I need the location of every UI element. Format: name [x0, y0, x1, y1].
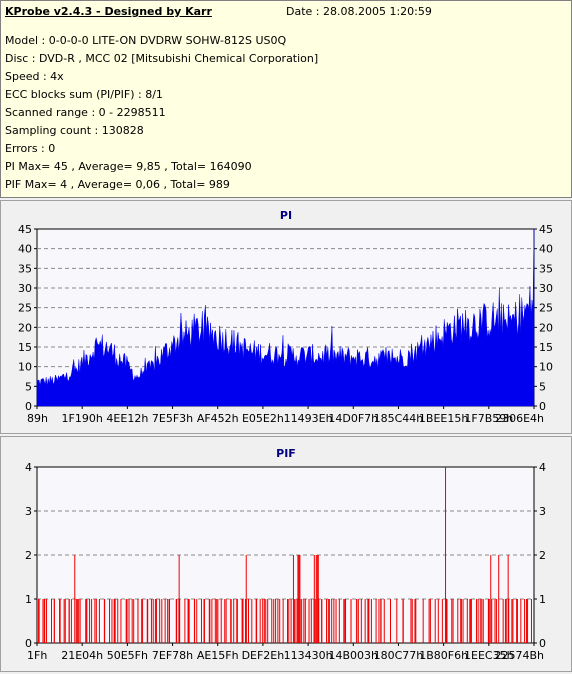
pif-chart-title: PIF	[276, 447, 296, 460]
pi-chart-title: PI	[280, 209, 292, 222]
model-line: Model : 0-0-0-0 LITE-ON DVDRW SOHW-812S …	[5, 34, 287, 47]
pif-xtick-label: 22574Bh	[494, 649, 544, 662]
pi-ytick-label-right: 25	[539, 302, 553, 315]
pi-xtick-label: 185C44h	[374, 412, 424, 425]
pi-ytick-label-left: 35	[18, 262, 32, 275]
pi-xtick-label: 14D0F7h	[328, 412, 378, 425]
pif-xtick-label: 1B80F6h	[419, 649, 468, 662]
pi-xtick-label: 1F190h	[62, 412, 103, 425]
pif-xtick-label: DEF2Eh	[242, 649, 285, 662]
pi-xtick-label: AF452h	[197, 412, 239, 425]
pi-chart-panel: PI 0 0 5 5 10 10 15 15 20 20 25 25 30 30 35 35 40 40 45 45 8…	[0, 200, 572, 434]
pif-xtick-label: 14B003h	[329, 649, 379, 662]
pif-ytick-label-left: 4	[25, 461, 32, 474]
ecc-line: ECC blocks sum (PI/PIF) : 8/1	[5, 88, 163, 101]
pi-ytick-label-right: 45	[539, 223, 553, 236]
errors-line: Errors : 0	[5, 142, 56, 155]
pi-ytick-label-right: 40	[539, 243, 553, 256]
pi-ytick-label-right: 0	[539, 400, 546, 413]
pi-xtick-label: 89h	[27, 412, 48, 425]
pi-ytick-label-left: 25	[18, 302, 32, 315]
pi-ytick-label-right: 5	[539, 380, 546, 393]
pif-stats-line: PIF Max= 4 , Average= 0,06 , Total= 989	[5, 178, 230, 191]
pif-ytick-label-left: 2	[25, 549, 32, 562]
info-panel: KProbe v2.4.3 - Designed by Karr Date : …	[0, 0, 572, 198]
pi-ytick-label-left: 0	[25, 400, 32, 413]
pif-ytick-label-right: 1	[539, 593, 546, 606]
speed-line: Speed : 4x	[5, 70, 64, 83]
disc-line: Disc : DVD-R , MCC 02 [Mitsubishi Chemic…	[5, 52, 319, 65]
pi-ytick-label-left: 45	[18, 223, 32, 236]
pi-ytick-label-right: 30	[539, 282, 553, 295]
pif-ytick-label-right: 2	[539, 549, 546, 562]
sampling-line: Sampling count : 130828	[5, 124, 144, 137]
pif-xtick-label: 113430h	[284, 649, 333, 662]
pi-ytick-label-left: 30	[18, 282, 32, 295]
pif-ytick-label-right: 4	[539, 461, 546, 474]
pif-ytick-label-left: 1	[25, 593, 32, 606]
app-title: KProbe v2.4.3 - Designed by Karr	[5, 5, 212, 18]
pi-ytick-label-left: 15	[18, 341, 32, 354]
pif-ytick-label-left: 3	[25, 505, 32, 518]
pi-ytick-label-left: 20	[18, 321, 32, 334]
pif-ytick-label-left: 0	[25, 637, 32, 650]
pi-xtick-label: E05E2h	[242, 412, 284, 425]
pi-ytick-label-right: 35	[539, 262, 553, 275]
pif-chart-panel: PIF 0 0 1 1 2 2 3 3 4 4 1Fh 21E04h 50E5Fh 7EF78h AE15F…	[0, 436, 572, 672]
pi-ytick-label-left: 5	[25, 380, 32, 393]
pi-ytick-label-left: 10	[18, 361, 32, 374]
pi-xtick-label: 2306E4h	[495, 412, 544, 425]
range-line: Scanned range : 0 - 2298511	[5, 106, 166, 119]
pif-chart: PIF 0 0 1 1 2 2 3 3 4 4 1Fh 21E04h 50E5Fh 7EF78h AE15F…	[25, 447, 546, 662]
pi-xtick-label: 7E5F3h	[152, 412, 193, 425]
scan-date: Date : 28.08.2005 1:20:59	[286, 5, 432, 18]
pif-xtick-label: 50E5Fh	[107, 649, 148, 662]
pi-ytick-label-left: 40	[18, 243, 32, 256]
pi-stats-line: PI Max= 45 , Average= 9,85 , Total= 1640…	[5, 160, 252, 173]
pi-series-area	[36, 228, 535, 407]
pi-xtick-label: 1BEE15h	[419, 412, 468, 425]
pi-ytick-label-right: 20	[539, 321, 553, 334]
pif-xtick-label: 180C77h	[374, 649, 424, 662]
pi-ytick-label-right: 10	[539, 361, 553, 374]
pif-ytick-label-right: 3	[539, 505, 546, 518]
pi-xtick-label: 11493Eh	[284, 412, 333, 425]
pif-xtick-label: 7EF78h	[152, 649, 193, 662]
pi-xtick-label: 1F7B59h	[464, 412, 513, 425]
pi-ytick-label-right: 15	[539, 341, 553, 354]
pif-xtick-label: 21E04h	[61, 649, 103, 662]
pif-xtick-label: AE15Fh	[197, 649, 239, 662]
pif-ytick-label-right: 0	[539, 637, 546, 650]
pi-xtick-label: 4EE12h	[106, 412, 148, 425]
pif-xtick-label: 1EEC35h	[464, 649, 514, 662]
pi-chart: PI 0 0 5 5 10 10 15 15 20 20 25 25 30 30 35 35 40 40 45 45 8…	[18, 209, 553, 425]
pif-xtick-label: 1Fh	[27, 649, 47, 662]
